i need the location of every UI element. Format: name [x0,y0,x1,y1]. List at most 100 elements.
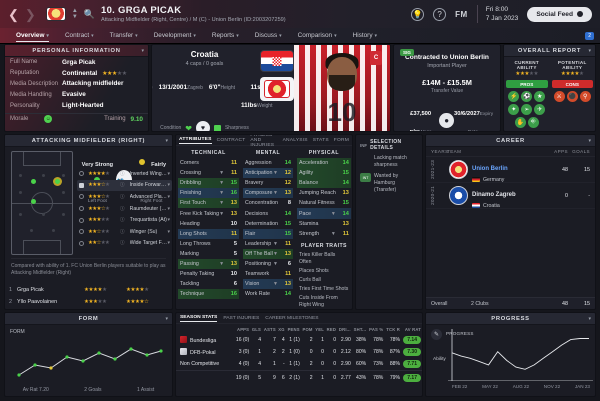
chevron-down-icon[interactable]: ▾ [167,205,170,212]
chevron-down-icon[interactable]: ▾ [167,240,170,247]
col-header[interactable]: POM [302,327,313,332]
col-header[interactable]: GLS [251,327,262,332]
chevron-down-icon[interactable]: ▾ [167,228,170,235]
tab-reports[interactable]: Reports ▾ [211,32,239,39]
col-header[interactable]: XG [278,327,285,332]
training-block: Training 9.10 [104,116,143,123]
fm-logo-icon: FM [455,9,468,19]
positioning-icon[interactable]: ⚲ [579,91,591,102]
tab-contract[interactable]: Contract ▾ [64,32,94,39]
comparison-row[interactable]: 1 Grga Picak ★★★★★ ★★★★★ [9,287,168,293]
role-panel-header[interactable]: ATTACKING MIDFIELDER (RIGHT) ▾ [5,135,172,147]
attribute-name: Bravery [245,180,264,187]
tab-career-milestones[interactable]: CAREER MILESTONES [265,315,319,321]
tab-history[interactable]: History ▾ [352,32,378,39]
col-header[interactable]: PAS % [369,327,384,332]
col-header[interactable]: RED [326,327,337,332]
chevron-down-icon[interactable]: ▾ [165,315,168,322]
tab-form[interactable]: FORM [333,137,349,143]
determination-icon[interactable]: ✈ [534,104,546,115]
tackling-icon[interactable]: ⚔ [553,91,565,102]
chevron-down-icon[interactable]: ▾ [167,182,170,189]
personal-information-header[interactable]: PERSONAL INFORMATION ▾ [5,45,148,57]
table-row[interactable]: Non Competitive 4 (0) 4 1-1 (1) 2 0 0 2.90 60% 73… [176,358,422,371]
chevron-down-icon[interactable]: ▾ [167,217,170,224]
idea-icon[interactable]: 💡 [411,7,425,21]
club-badge-icon[interactable] [45,7,66,21]
total-cell: 79% [384,370,402,384]
col-header[interactable]: AV RAT [404,327,421,332]
search-icon[interactable]: 🔍 [83,8,95,19]
role-item[interactable]: ★★★☆★ ⓘ Raumdeuter (At) ▾ [77,203,172,215]
finishing-icon[interactable]: ★ [534,91,546,102]
progress-header[interactable]: PROGRESS ▾ [426,313,595,325]
career-club-name[interactable]: Dinamo Zagreb [472,191,516,198]
col-header[interactable]: DRI... [338,327,351,332]
chevron-down-icon[interactable]: ▾ [165,137,168,144]
tab-comparison[interactable]: Comparison ▾ [297,32,337,39]
attribute-value: 14 [342,160,349,167]
tab-stats[interactable]: STATS [312,137,329,143]
social-feed-button[interactable]: Social Feed [527,6,592,22]
tab-attributes[interactable]: ATTRIBUTES [179,136,212,144]
role-item[interactable]: ★★☆★★ ⓘ Winger (Su) ▾ [77,226,172,238]
form-header[interactable]: FORM ▾ [5,313,172,325]
stat-cell: 1 [272,361,276,367]
tab-fitness-injuries[interactable]: FITNESS AND INJURIES [250,134,275,148]
tab-development[interactable]: Development ▾ [153,32,196,39]
record-stepper[interactable]: ▲ ▼ [71,8,78,20]
chevron-down-icon[interactable]: ▾ [588,137,591,144]
flair-icon[interactable]: ➢ [521,104,533,115]
chevron-right-icon[interactable]: ❯ [24,6,36,22]
table-row[interactable]: DFB-Pokal 3 (0) 1 2 2 1 (0) 0 0 0 2.12 80% 78% 87% 7.… [176,346,422,358]
attribute-row: Off The Ball ▼ 13 [243,248,293,259]
chevron-left-icon[interactable]: ❮ [8,6,19,22]
dribbling-icon[interactable]: ⚽ [521,91,533,102]
col-header[interactable]: APPS [236,327,250,332]
col-header[interactable]: TCK R [386,327,401,332]
chevron-down-icon[interactable]: ▾ [141,47,144,54]
personal-row-full-name: Full Name Grga Picak [5,57,148,68]
career-header[interactable]: CAREER ▾ [426,135,595,147]
notification-badge[interactable]: 2 [585,31,594,40]
table-row[interactable]: 2020-21 Dinamo Zagreb Croatia 0 - [426,183,595,209]
tab-analysis[interactable]: ANALYSIS [282,137,308,143]
total-cell: 78% [367,370,385,384]
table-row[interactable]: Bundesliga 16 (0) 4 7 4 1 (1) 2 1 0 2.90 38% 78% 78%… [176,334,422,346]
balance-icon[interactable]: ✋ [514,117,526,128]
tab-past-injuries[interactable]: PAST INJURIES [223,315,260,321]
tab-overview[interactable]: Overview ▾ [8,32,57,42]
marking-icon[interactable]: ⚫ [566,91,578,102]
col-header[interactable]: PENS [287,327,300,332]
technique-icon[interactable]: ✦ [508,104,520,115]
chevron-down-icon[interactable]: ▾ [588,315,591,322]
tab-discuss[interactable]: Discuss ▾ [254,32,282,39]
table-row[interactable]: 2021-23 Union Berlin Germany 48 15 [426,157,595,183]
tab-contract-attr[interactable]: CONTRACT [216,137,246,143]
agility-icon[interactable]: ⎆ [527,117,539,128]
col-header[interactable]: SHT... [353,327,367,332]
overall-report-header[interactable]: OVERALL REPORT ▾ [504,45,595,57]
edit-icon[interactable]: ✎ [431,329,442,340]
chevron-down-icon[interactable]: ▾ [167,170,170,177]
chevron-down-icon[interactable]: ▾ [167,193,170,200]
career-footer: Overall 2 Clubs 48 15 [426,297,595,309]
role-item[interactable]: ★★★★★ ⓘ Trequartista (At) ▾ [77,214,172,226]
comparison-row[interactable]: 2 Yllo Paavolainen ★★★★★ ★★★★☆ [9,299,168,305]
contract-role: Important Player [427,63,467,69]
tab-season-stats[interactable]: SEASON STATS [180,314,218,322]
union-berlin-crest-icon[interactable] [260,77,294,101]
tab-transfer[interactable]: Transfer ▾ [109,32,138,39]
col-header[interactable]: YEL [315,327,324,332]
table-header-row: APPS GLS ASTS XG PENS POM YEL RED DRI... SHT... PA… [176,324,422,334]
col-header[interactable]: ASTS [263,327,276,332]
help-icon[interactable]: ? [433,7,447,21]
contract-panel: SIG Contracted to Union Berlin Important… [393,44,501,132]
chevron-down-icon[interactable]: ▾ [588,47,591,54]
pace-icon[interactable]: ⚡ [508,91,520,102]
career-club-name[interactable]: Union Berlin [472,165,508,172]
